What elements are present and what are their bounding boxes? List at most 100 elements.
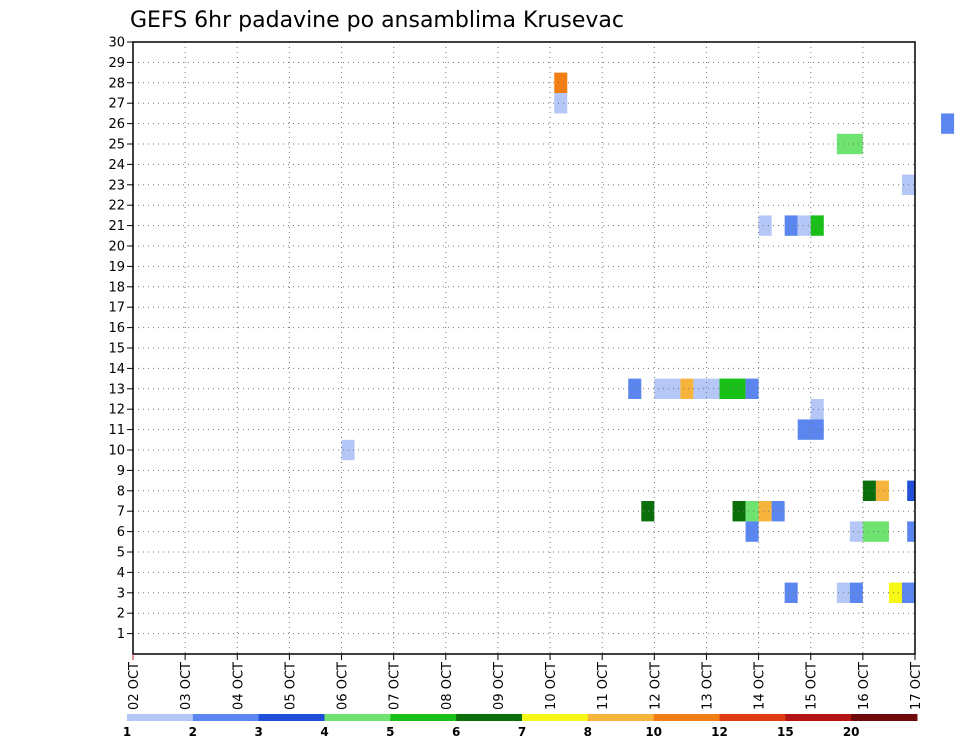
data-cell xyxy=(888,582,902,603)
data-cell xyxy=(810,215,824,236)
y-tick-label: 29 xyxy=(108,56,125,71)
data-cell xyxy=(719,378,746,399)
x-tick-label: 03 OCT xyxy=(179,662,194,710)
chart-title: GEFS 6hr padavine po ansamblima Krusevac xyxy=(130,8,624,33)
y-tick-label: 28 xyxy=(108,76,125,91)
y-tick-label: 26 xyxy=(108,117,125,132)
data-cell xyxy=(554,93,568,114)
colorbar-swatch xyxy=(522,714,589,721)
colorbar-swatch xyxy=(456,714,523,721)
grid-lines xyxy=(132,41,916,654)
y-tick-label: 12 xyxy=(108,403,125,418)
colorbar-label: 7 xyxy=(518,725,526,739)
colorbar-label: 12 xyxy=(711,725,728,739)
y-tick-label: 27 xyxy=(108,97,125,112)
data-cell xyxy=(907,480,915,501)
data-cell xyxy=(554,72,568,93)
colorbar-swatch xyxy=(719,714,786,721)
y-tick-label: 11 xyxy=(108,423,125,438)
x-tick-label: 09 OCT xyxy=(492,662,507,710)
data-cell xyxy=(784,582,798,603)
colorbar: 1 2 3 4 5 6 7 8 10 12 15 20 xyxy=(123,714,918,739)
y-tick-label: 18 xyxy=(108,280,125,295)
data-cell xyxy=(907,521,915,542)
data-cell xyxy=(810,399,824,420)
colorbar-swatch xyxy=(587,714,655,721)
data-cell xyxy=(758,215,772,236)
y-tick-label: 23 xyxy=(108,178,125,193)
y-tick-label: 4 xyxy=(117,566,125,581)
data-cell xyxy=(941,113,955,134)
data-cell xyxy=(654,378,681,399)
y-tick-label: 8 xyxy=(117,484,125,499)
colorbar-swatch xyxy=(653,714,720,721)
x-tick-label: 04 OCT xyxy=(231,662,246,710)
y-tick-label: 7 xyxy=(117,505,125,520)
colorbar-swatch xyxy=(851,714,918,721)
y-tick-label: 9 xyxy=(117,464,125,479)
y-tick-label: 15 xyxy=(108,342,125,357)
data-cell xyxy=(758,501,772,522)
data-cell xyxy=(862,521,889,542)
y-axis: 1234567891011121314151617181920212223242… xyxy=(108,36,133,642)
y-tick-label: 21 xyxy=(108,219,125,234)
colorbar-label: 6 xyxy=(452,725,460,739)
x-tick-label: 12 OCT xyxy=(648,662,663,710)
data-cell xyxy=(849,582,863,603)
data-cell xyxy=(641,501,655,522)
data-cell xyxy=(797,419,824,440)
x-tick-label: 02 OCT xyxy=(127,662,142,710)
colorbar-swatch xyxy=(324,714,391,721)
y-tick-label: 25 xyxy=(108,138,125,153)
y-tick-label: 30 xyxy=(108,36,125,51)
data-cell xyxy=(628,378,642,399)
x-tick-label: 13 OCT xyxy=(700,662,715,710)
colorbar-label: 1 xyxy=(123,725,131,739)
y-tick-label: 17 xyxy=(108,301,125,316)
y-tick-label: 14 xyxy=(108,362,125,377)
y-tick-label: 6 xyxy=(117,525,125,540)
x-tick-label: 05 OCT xyxy=(283,662,298,710)
data-cell xyxy=(745,501,759,522)
colorbar-label: 3 xyxy=(254,725,262,739)
y-tick-label: 24 xyxy=(108,158,125,173)
data-cell xyxy=(875,480,889,501)
data-cells xyxy=(341,72,955,603)
x-tick-label: 07 OCT xyxy=(388,662,403,710)
colorbar-swatch xyxy=(127,714,194,721)
y-tick-label: 2 xyxy=(117,607,125,622)
colorbar-label: 20 xyxy=(843,725,860,739)
data-cell xyxy=(784,215,798,236)
colorbar-swatch xyxy=(258,714,325,721)
data-cell xyxy=(745,521,759,542)
data-cell xyxy=(836,133,863,155)
x-tick-label: 15 OCT xyxy=(805,662,820,710)
colorbar-label: 15 xyxy=(777,725,794,739)
data-cell xyxy=(680,378,694,399)
y-tick-label: 3 xyxy=(117,586,125,601)
data-cell xyxy=(862,480,876,501)
x-tick-label: 08 OCT xyxy=(440,662,455,710)
colorbar-label: 4 xyxy=(320,725,328,739)
x-axis: 02 OCT 03 OCT 04 OCT 05 OCT 06 OCT 07 OCT 08 O… xyxy=(127,654,924,710)
y-tick-label: 16 xyxy=(108,321,125,336)
colorbar-label: 2 xyxy=(189,725,197,739)
x-tick-label: 06 OCT xyxy=(336,662,351,710)
x-tick-label: 10 OCT xyxy=(544,662,559,710)
data-cell xyxy=(797,215,811,236)
colorbar-label: 5 xyxy=(386,725,394,739)
colorbar-label: 10 xyxy=(645,725,662,739)
y-tick-label: 20 xyxy=(108,240,125,255)
data-cell xyxy=(693,378,720,399)
data-cell xyxy=(849,521,863,542)
y-tick-label: 10 xyxy=(108,444,125,459)
y-tick-label: 5 xyxy=(117,546,125,561)
colorbar-swatch xyxy=(785,714,852,721)
y-tick-label: 13 xyxy=(108,382,125,397)
x-tick-label: 14 OCT xyxy=(753,662,768,710)
y-tick-label: 22 xyxy=(108,199,125,214)
x-tick-label: 16 OCT xyxy=(857,662,872,710)
data-cell xyxy=(732,501,746,522)
x-tick-label: 11 OCT xyxy=(596,662,611,710)
